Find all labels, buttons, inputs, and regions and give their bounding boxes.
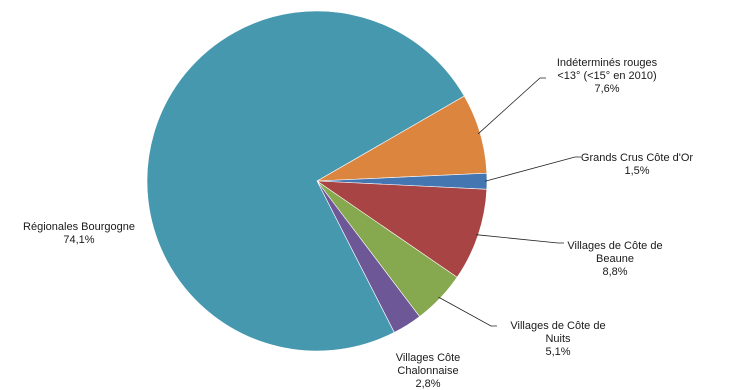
pie-slice-6	[146, 10, 465, 352]
slice-label-line: 2,8%	[415, 378, 440, 390]
slice-label-line: 7,6%	[594, 83, 619, 95]
slice-label-line: Nuits	[545, 333, 571, 345]
slice-label-line: 8,8%	[602, 266, 627, 278]
slice-label-4: Villages de Côte de Nuits 5,1%	[510, 320, 605, 358]
slice-label-line: Villages Côte	[396, 352, 461, 364]
slice-label-line: 5,1%	[545, 346, 570, 358]
slice-label-line: Indéterminés rouges	[557, 57, 658, 69]
slice-label-1: Indéterminés rouges <13° (<15° en 2010) 7,…	[557, 57, 658, 95]
slice-label-line: Chalonnaise	[397, 365, 458, 377]
leader-line-2	[484, 156, 581, 182]
leader-line-4	[438, 296, 497, 327]
slice-label-2: Grands Crus Côte d'Or 1,5%	[581, 152, 693, 177]
slice-label-line: 74,1%	[63, 234, 94, 246]
leader-line-1	[477, 77, 546, 135]
slice-label-line: Villages de Côte de	[510, 320, 605, 332]
slice-label-6: Régionales Bourgogne 74,1%	[23, 221, 135, 246]
pie-slice-3	[315, 180, 488, 278]
leader-line-3	[476, 234, 564, 244]
slice-label-line: Grands Crus Côte d'Or	[581, 152, 693, 164]
pie-slices	[146, 10, 488, 352]
slice-label-3: Villages de Côte de Beaune 8,8%	[567, 240, 662, 278]
slice-label-line: Beaune	[596, 253, 634, 265]
slice-label-line: Villages de Côte de	[567, 240, 662, 252]
slice-label-line: 1,5%	[624, 165, 649, 177]
slice-label-line: Régionales Bourgogne	[23, 221, 135, 233]
leader-lines	[438, 77, 581, 327]
slice-label-5: Villages Côte Chalonnaise 2,8%	[396, 352, 461, 390]
slice-label-line: <13° (<15° en 2010)	[557, 70, 656, 82]
slice-labels: Indéterminés rouges <13° (<15° en 2010) 7,…	[23, 57, 693, 390]
